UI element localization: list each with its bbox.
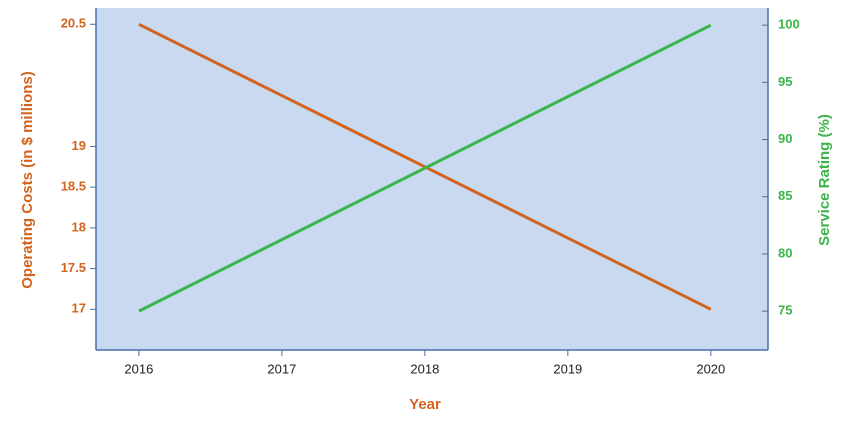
y-tick-label: 17 xyxy=(72,301,86,316)
y2-tick-label: 85 xyxy=(778,188,792,203)
y-axis-label: Operating Costs (in $ millions) xyxy=(19,71,36,289)
y2-tick-label: 100 xyxy=(778,17,800,32)
y-tick-label: 17.5 xyxy=(61,260,86,275)
x-axis-label: Year xyxy=(409,396,441,413)
y2-tick-label: 90 xyxy=(778,131,792,146)
plot-background xyxy=(96,8,768,350)
x-tick-label: 2016 xyxy=(124,361,153,376)
y2-tick-label: 95 xyxy=(778,74,792,89)
y-tick-label: 19 xyxy=(72,138,86,153)
x-tick-label: 2020 xyxy=(696,361,725,376)
x-tick-label: 2017 xyxy=(267,361,296,376)
series-line xyxy=(138,23,712,313)
y-tick-label: 20.5 xyxy=(61,16,86,31)
y-tick-label: 18.5 xyxy=(61,179,86,194)
y2-axis-label: Service Rating (%) xyxy=(816,114,833,246)
x-tick-label: 2018 xyxy=(410,361,439,376)
y2-tick-label: 80 xyxy=(778,245,792,260)
y-tick-label: 18 xyxy=(72,219,86,234)
x-tick-label: 2019 xyxy=(553,361,582,376)
y2-tick-label: 75 xyxy=(778,303,792,318)
